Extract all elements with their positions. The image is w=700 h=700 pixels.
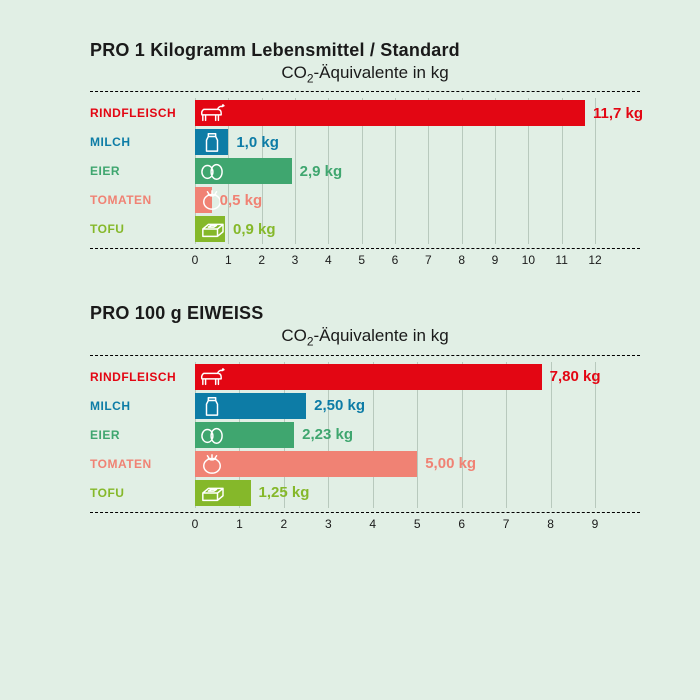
tick-label: 0 (192, 517, 199, 531)
row-label: TOMATEN (90, 193, 195, 207)
bar-row: MILCH 1,0 kg (90, 128, 640, 156)
tick-label: 3 (325, 517, 332, 531)
tick-label: 9 (492, 253, 499, 267)
tick-label: 7 (425, 253, 432, 267)
value-label: 11,7 kg (593, 100, 643, 126)
row-label: MILCH (90, 135, 195, 149)
chart-1: PRO 100 g EIWEISSCO2-Äquivalente in kg RI… (90, 303, 640, 536)
bar (195, 393, 306, 419)
row-label: RINDFLEISCH (90, 370, 195, 384)
tomato-icon (199, 453, 225, 475)
tick-label: 1 (225, 253, 232, 267)
bar-row: EIER 2,23 kg (90, 421, 640, 449)
tick-label: 6 (458, 517, 465, 531)
value-label: 1,0 kg (236, 129, 279, 155)
bar (195, 480, 251, 506)
tick-label: 5 (358, 253, 365, 267)
value-label: 0,9 kg (233, 216, 276, 242)
tick-label: 6 (392, 253, 399, 267)
cow-icon (199, 102, 225, 124)
value-label: 5,00 kg (425, 451, 476, 477)
bar (195, 100, 585, 126)
tick-label: 2 (281, 517, 288, 531)
tick-label: 2 (258, 253, 265, 267)
tick-label: 4 (369, 517, 376, 531)
chart-0: PRO 1 Kilogramm Lebensmittel / StandardC… (90, 40, 640, 273)
chart-subtitle: CO2-Äquivalente in kg (90, 326, 640, 348)
bar-row: TOFU 0,9 kg (90, 215, 640, 243)
row-label: TOFU (90, 486, 195, 500)
chart-title: PRO 100 g EIWEISS (90, 303, 640, 324)
tick-label: 8 (458, 253, 465, 267)
value-label: 2,23 kg (302, 422, 353, 448)
chart-area: RINDFLEISCH11,7 kgMILCH1,0 kgEIER2,9 kgT… (90, 91, 640, 249)
value-label: 7,80 kg (550, 364, 601, 390)
value-label: 2,50 kg (314, 393, 365, 419)
tick-label: 3 (292, 253, 299, 267)
chart-title: PRO 1 Kilogramm Lebensmittel / Standard (90, 40, 640, 61)
value-label: 1,25 kg (259, 480, 310, 506)
row-label: TOFU (90, 222, 195, 236)
bar-row: TOMATEN 5,00 kg (90, 450, 640, 478)
tick-label: 12 (588, 253, 601, 267)
bar (195, 451, 417, 477)
tick-label: 9 (592, 517, 599, 531)
eggs-icon (199, 160, 225, 182)
tick-label: 4 (325, 253, 332, 267)
x-axis-ticks: 0123456789101112 (195, 253, 595, 273)
milk-icon (199, 395, 225, 417)
x-axis-ticks: 0123456789 (195, 517, 595, 537)
bar-row: EIER 2,9 kg (90, 157, 640, 185)
bar-row: MILCH 2,50 kg (90, 392, 640, 420)
bar (195, 216, 225, 242)
row-label: MILCH (90, 399, 195, 413)
bar-row: TOMATEN 0,5 kg (90, 186, 640, 214)
milk-icon (199, 131, 225, 153)
tofu-icon (199, 218, 225, 240)
bar (195, 129, 228, 155)
bar (195, 158, 292, 184)
row-label: EIER (90, 428, 195, 442)
bar-row: RINDFLEISCH 11,7 kg (90, 99, 640, 127)
cow-icon (199, 366, 225, 388)
tick-label: 1 (236, 517, 243, 531)
bar (195, 422, 294, 448)
row-label: EIER (90, 164, 195, 178)
tick-label: 7 (503, 517, 510, 531)
chart-subtitle: CO2-Äquivalente in kg (90, 63, 640, 85)
bar-row: TOFU 1,25 kg (90, 479, 640, 507)
bar-row: RINDFLEISCH 7,80 kg (90, 363, 640, 391)
eggs-icon (199, 424, 225, 446)
value-label: 2,9 kg (300, 158, 343, 184)
tick-label: 5 (414, 517, 421, 531)
row-label: RINDFLEISCH (90, 106, 195, 120)
tofu-icon (199, 482, 225, 504)
tick-label: 0 (192, 253, 199, 267)
chart-area: RINDFLEISCH 7,80 kg MILCH 2,50 kg EIER 2,23 k… (90, 355, 640, 513)
bar (195, 187, 212, 213)
tick-label: 10 (522, 253, 535, 267)
bar (195, 364, 542, 390)
tick-label: 8 (547, 517, 554, 531)
value-label: 0,5 kg (220, 187, 263, 213)
row-label: TOMATEN (90, 457, 195, 471)
tick-label: 11 (555, 253, 567, 267)
